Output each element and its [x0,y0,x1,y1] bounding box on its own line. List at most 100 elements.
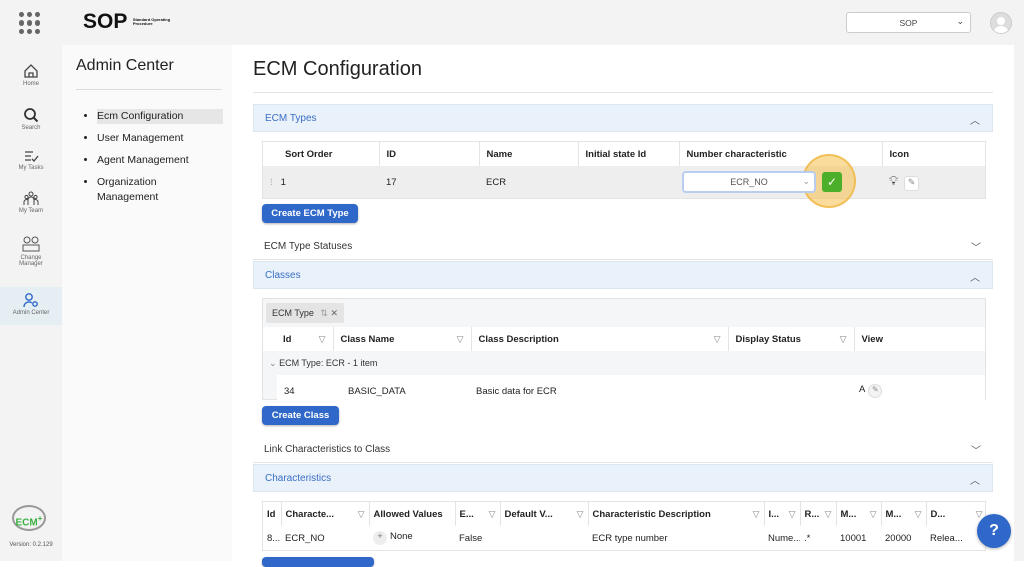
col-class-name: Class Name ▽ [333,327,472,351]
close-icon[interactable]: ✕ [330,308,338,318]
chevron-down-icon: ⌄ [269,358,277,368]
add-icon[interactable]: + [373,531,387,545]
edit-icon[interactable]: ✎ [904,176,920,191]
scrollbar[interactable] [1014,45,1024,561]
cell: False [459,532,483,544]
col-characteristic-9: M... ▽ [881,502,927,526]
filter-icon[interactable]: ▽ [357,508,365,519]
divider [253,92,993,93]
nav-rail: Home Search My Tasks My Team Change Mana… [0,45,62,561]
col-characteristic-10: D... ▽ [926,502,985,526]
chevron-down-icon: ﹀ [971,446,981,457]
top-bar: SOP Standard Operating Procedure SOP ⌄ [0,0,1024,45]
rail-home[interactable]: Home [0,63,62,87]
page-title: ECM Configuration [253,58,422,80]
cell: 20000 [885,532,912,544]
cell: + None [369,526,455,550]
help-button[interactable]: ? [977,514,1011,548]
create-ecm-type-button[interactable]: Create ECM Type [262,204,358,223]
section-ecm-type-statuses[interactable]: ECM Type Statuses ﹀ [253,232,993,260]
characteristics-table: Id Characte... ▽ Allowed Values E... ▽ Default… [262,501,986,551]
rail-my-team[interactable]: My Team [0,190,62,214]
section-characteristics[interactable]: Characteristics ︿ [253,464,993,492]
col-initial-state: Initial state Id [578,142,680,166]
filter-icon[interactable]: ▽ [869,508,877,519]
col-name: Name [479,142,579,166]
col-characteristic-2: Allowed Values [369,502,456,526]
rail-my-tasks[interactable]: My Tasks [0,149,62,171]
create-characteristic-button[interactable] [262,557,374,567]
group-row[interactable]: ⌄ ECM Type: ECR - 1 item [263,351,985,375]
admin-item-ecm-configuration[interactable]: Ecm Configuration [97,109,223,124]
check-icon: ✓ [826,175,838,189]
number-characteristic-select[interactable]: ECR_NO ⌄ [682,171,816,193]
chevron-down-icon: ⌄ [956,16,964,26]
classes-grid: ECM Type ⇅ ✕ Id ▽ Class Name ▽ Class Descrip… [262,298,986,407]
admin-panel: Admin Center Ecm Configuration User Mana… [62,45,232,561]
cell: Nume... [768,532,800,544]
rail-change-manager[interactable]: Change Manager [0,235,62,267]
section-classes[interactable]: Classes ︿ [253,261,993,289]
sop-logo: SOP Standard Operating Procedure [83,10,171,33]
col-characteristic-5: Characteristic Description ▽ [588,502,765,526]
lightbulb-icon: 💡︎ [889,173,899,188]
filter-icon[interactable]: ▽ [456,333,464,344]
col-characteristic-6: I... ▽ [764,502,801,526]
group-chip[interactable]: ECM Type ⇅ ✕ [266,303,344,323]
filter-icon[interactable]: ▽ [839,333,847,344]
filter-icon[interactable]: ▽ [824,508,832,519]
table-row: 34 BASIC_DATA Basic data for ECR A ✎ [277,375,985,407]
filter-icon[interactable]: ▽ [914,508,922,519]
workspace-select[interactable]: SOP ⌄ [846,12,971,33]
col-characteristic-8: M... ▽ [836,502,882,526]
table-row: 8... ECR_NO + None False ECR type number Nume.… [263,526,985,550]
cell: ECR type number [592,532,668,544]
filter-icon[interactable]: ▽ [713,333,721,344]
team-icon [23,191,39,205]
chevron-down-icon: ﹀ [971,243,981,254]
col-sort-order: Sort Order [263,142,380,166]
tasks-icon [25,151,39,162]
sort-icon[interactable]: ⇅ [320,308,328,318]
filter-icon[interactable]: ▽ [975,508,983,519]
admin-item-agent-management[interactable]: Agent Management [97,153,223,168]
divider [76,89,222,90]
user-avatar[interactable] [990,12,1012,34]
filter-icon[interactable]: ▽ [318,333,326,344]
create-class-button[interactable]: Create Class [262,406,339,425]
ecm-types-table: Sort Order ID Name Initial state Id Number c… [262,141,986,208]
cell: 10001 [840,532,867,544]
table-row: ⁞ 1 17 ECR ECR_NO ⌄ ✓ 💡︎ ✎ [263,154,985,208]
chevron-up-icon: ︿ [970,116,980,127]
col-view: View [861,333,883,345]
chevron-up-icon: ︿ [970,476,980,487]
version-label: Version: 0.2.129 [9,542,53,548]
cell [500,526,588,550]
filter-icon[interactable]: ▽ [576,508,584,519]
admin-item-user-management[interactable]: User Management [97,131,223,146]
drag-handle-icon[interactable]: ⁞ [270,176,273,188]
cell: Relea... [930,532,963,544]
ecm-logo: ECM+ [12,505,46,531]
confirm-button[interactable]: ✓ [822,172,842,192]
filter-icon[interactable]: ▽ [488,508,496,519]
rail-search[interactable]: Search [0,107,62,131]
apps-grid-icon[interactable] [19,12,41,34]
rail-admin-center[interactable]: Admin Center [0,287,62,325]
cell: .* [804,532,811,544]
col-characteristic-1: Characte... ▽ [281,502,370,526]
col-class-description: Class Description ▽ [471,327,729,351]
section-link-characteristics[interactable]: Link Characteristics to Class ﹀ [253,435,993,463]
cell: 8... [267,532,281,544]
filter-icon[interactable]: ▽ [788,508,796,519]
admin-icon [23,293,38,308]
section-ecm-types[interactable]: ECM Types ︿ [253,104,993,132]
col-number-characteristic: Number characteristic [679,142,883,166]
filter-icon[interactable]: ▽ [752,508,760,519]
col-characteristic-7: R... ▽ [800,502,837,526]
edit-icon[interactable]: ✎ [868,384,883,398]
chevron-up-icon: ︿ [970,273,980,284]
col-id: Id ▽ [263,327,334,351]
admin-item-organization-management[interactable]: Organization Management [97,175,177,205]
cell: ECR_NO [285,532,325,544]
